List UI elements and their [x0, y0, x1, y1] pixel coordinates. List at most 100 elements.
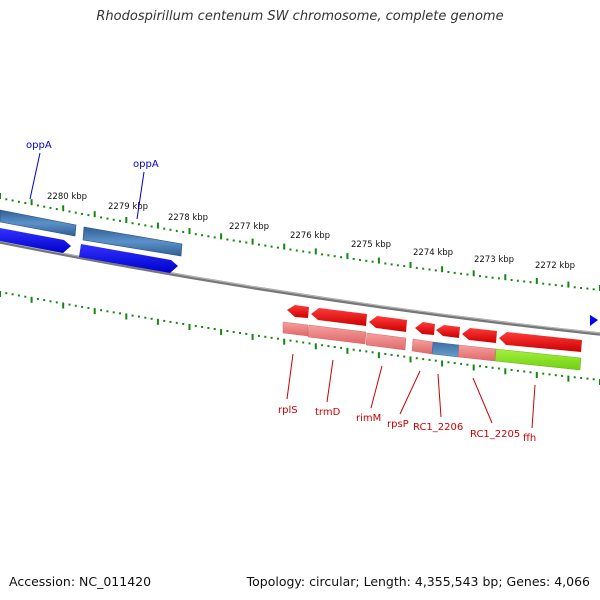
kbp-label: 2272 kbp	[535, 261, 575, 271]
minor-tick	[106, 310, 109, 313]
minor-tick	[119, 219, 121, 222]
minor-tick	[573, 376, 576, 379]
topology-text: Topology: circular; Length: 4,355,543 bp…	[246, 574, 590, 589]
minor-tick	[36, 298, 39, 300]
minor-tick	[150, 225, 153, 228]
minor-tick	[586, 377, 589, 380]
gene-label: RC1_2205	[470, 429, 520, 440]
minor-tick	[119, 312, 121, 315]
minor-tick	[365, 259, 368, 262]
major-tick	[0, 291, 1, 297]
major-tick	[377, 352, 380, 359]
minor-tick	[403, 265, 406, 268]
gene-arrow-rpsp	[415, 322, 435, 335]
minor-tick	[352, 258, 355, 260]
kbp-labels: 2280 kbp 2279 kbp 2278 kbp 2277 kbp 2276…	[47, 192, 575, 271]
minor-tick	[396, 354, 399, 357]
gene-arrow-rpls	[287, 305, 309, 318]
minor-tick	[137, 223, 140, 226]
minor-tick	[592, 288, 595, 291]
minor-tick	[55, 208, 58, 211]
major-tick	[472, 364, 475, 371]
minor-tick	[466, 363, 469, 366]
minor-tick	[415, 357, 418, 360]
minor-tick	[302, 250, 305, 253]
minor-tick	[112, 311, 115, 314]
bottom-strand-genes	[287, 305, 582, 352]
minor-tick	[371, 260, 374, 263]
major-tick	[409, 262, 412, 268]
kbp-label: 2274 kbp	[413, 248, 453, 258]
minor-tick	[542, 372, 545, 375]
minor-tick	[245, 241, 248, 244]
gene-label: ffh	[523, 433, 536, 444]
minor-tick	[74, 211, 77, 214]
minor-tick	[460, 362, 463, 365]
minor-tick	[415, 266, 418, 269]
minor-tick	[485, 366, 488, 368]
minor-tick	[523, 280, 526, 283]
major-tick	[156, 318, 159, 325]
minor-tick	[276, 246, 279, 249]
major-tick	[314, 248, 317, 255]
minor-tick	[150, 317, 153, 320]
gene-arrow-rc1-2206	[436, 325, 460, 338]
minor-tick	[226, 238, 229, 241]
minor-tick	[49, 206, 52, 209]
minor-tick	[11, 293, 14, 296]
minor-tick	[592, 378, 595, 381]
kbp-label: 2277 kbp	[229, 222, 269, 232]
minor-tick	[384, 262, 387, 265]
major-tick	[409, 356, 412, 363]
minor-tick	[561, 374, 564, 377]
minor-tick	[321, 344, 324, 347]
minor-tick	[81, 305, 84, 308]
major-tick	[472, 270, 475, 277]
minor-tick	[333, 255, 336, 258]
major-tick	[535, 372, 538, 378]
minor-tick	[276, 337, 279, 340]
cds-bar-oppa-1	[0, 209, 77, 237]
minor-tick	[201, 234, 204, 237]
minor-tick	[371, 351, 374, 354]
minor-tick	[396, 264, 399, 267]
minor-tick	[447, 361, 450, 364]
minor-tick	[213, 236, 216, 239]
major-tick	[346, 253, 349, 260]
minor-tick	[422, 358, 425, 361]
major-tick	[93, 308, 96, 315]
minor-tick	[144, 224, 147, 227]
minor-tick	[447, 271, 450, 273]
minor-tick	[333, 346, 336, 348]
top-gene-labels: oppA oppA	[26, 140, 159, 220]
minor-tick	[175, 321, 178, 324]
major-tick	[0, 193, 1, 199]
minor-tick	[359, 258, 361, 261]
gene-arrow-ffh	[499, 332, 582, 352]
minor-tick	[24, 202, 27, 204]
major-tick	[30, 199, 33, 206]
top-strand-features	[0, 209, 598, 326]
minor-tick	[106, 217, 109, 220]
major-tick	[314, 343, 317, 350]
minor-tick	[175, 229, 178, 232]
minor-tick	[169, 228, 172, 231]
minor-tick	[11, 199, 14, 202]
minor-tick	[523, 370, 526, 373]
minor-tick	[201, 326, 204, 328]
kbp-label: 2279 kbp	[108, 202, 148, 212]
minor-tick	[352, 348, 355, 351]
minor-tick	[55, 301, 58, 304]
minor-tick	[163, 319, 166, 322]
minor-tick	[182, 231, 185, 233]
minor-tick	[112, 218, 115, 221]
minor-tick	[264, 335, 267, 338]
minor-tick	[542, 282, 545, 285]
gene-label: rpsP	[387, 419, 409, 430]
minor-tick	[491, 366, 494, 369]
major-tick	[567, 375, 570, 382]
minor-tick	[327, 345, 330, 348]
minor-tick	[226, 330, 229, 332]
minor-tick	[182, 323, 185, 325]
major-tick	[220, 329, 223, 335]
